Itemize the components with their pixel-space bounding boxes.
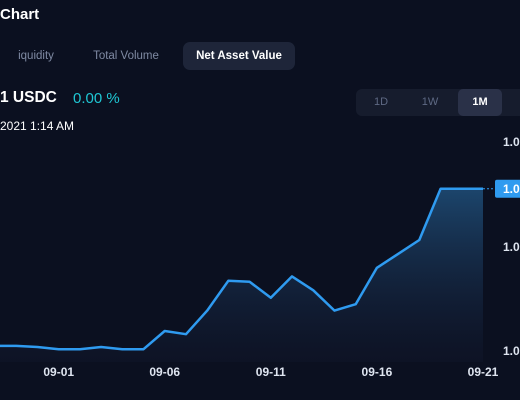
price-timestamp: 2021 1:14 AM bbox=[0, 119, 75, 133]
x-tick-label: 09-21 bbox=[468, 365, 499, 379]
x-tick-label: 09-16 bbox=[362, 365, 393, 379]
metric-tabs: iquidity Total Volume Net Asset Value bbox=[0, 42, 296, 70]
y-tick-label: 1.0 bbox=[503, 344, 520, 358]
y-tick-label: 1.0 bbox=[503, 240, 520, 254]
x-tick-label: 09-06 bbox=[149, 365, 180, 379]
current-value-badge bbox=[495, 179, 520, 198]
x-tick-label: 09-11 bbox=[256, 365, 286, 379]
series-line bbox=[0, 187, 483, 351]
range-selector: 1D 1W 1M bbox=[356, 89, 520, 116]
x-tick-label: 09-01 bbox=[43, 365, 74, 379]
price-change: 0.00 % bbox=[73, 90, 120, 107]
range-1d-button[interactable]: 1D bbox=[373, 96, 389, 108]
tab-total-volume[interactable]: Total Volume bbox=[93, 50, 159, 62]
y-tick-label: 1.0 bbox=[503, 135, 520, 149]
range-1w-button[interactable]: 1W bbox=[421, 96, 439, 108]
range-1m-button[interactable]: 1M bbox=[458, 89, 502, 116]
tab-net-asset-value[interactable]: Net Asset Value bbox=[183, 42, 295, 70]
price-value: 1 USDC bbox=[0, 89, 57, 106]
current-value-label: 1.0 bbox=[503, 182, 520, 196]
tab-liquidity[interactable]: iquidity bbox=[18, 50, 54, 62]
chart-title: Chart bbox=[0, 6, 40, 23]
series-area bbox=[0, 188, 483, 362]
